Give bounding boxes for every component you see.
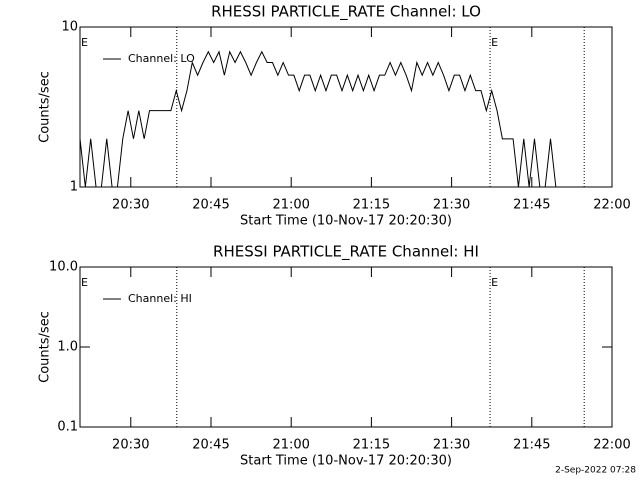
x-tick-label: 21:15 bbox=[353, 438, 390, 453]
series-line bbox=[79, 50, 557, 188]
y-tick-label: 1 bbox=[70, 180, 78, 195]
x-tick-label: 20:45 bbox=[192, 438, 229, 453]
y-tick-label: 0.1 bbox=[57, 420, 78, 435]
x-tick-label: 21:00 bbox=[272, 438, 309, 453]
x-tick-label: 20:45 bbox=[192, 198, 229, 213]
event-label: E bbox=[491, 276, 498, 289]
x-tick-label: 20:30 bbox=[112, 438, 149, 453]
x-tick-label: 21:15 bbox=[353, 198, 390, 213]
x-tick-label: 21:30 bbox=[433, 198, 470, 213]
event-label: E bbox=[491, 36, 498, 49]
y-tick-label: 1.0 bbox=[57, 340, 78, 355]
y-tick-label: 10.0 bbox=[49, 260, 78, 275]
plot-frame bbox=[79, 26, 613, 188]
y-axis-title: Counts/sec bbox=[38, 71, 53, 143]
y-tick-label: 10 bbox=[61, 20, 78, 35]
y-axis-title: Counts/sec bbox=[38, 311, 53, 383]
x-tick-label: 21:45 bbox=[513, 438, 550, 453]
x-tick-label: 21:45 bbox=[513, 198, 550, 213]
x-tick-label: 21:00 bbox=[272, 198, 309, 213]
x-axis-title: Start Time (10-Nov-17 20:20:30) bbox=[240, 454, 452, 469]
chart-title: RHESSI PARTICLE_RATE Channel: LO bbox=[211, 3, 481, 22]
event-label: E bbox=[81, 276, 88, 289]
x-tick-label: 22:00 bbox=[593, 438, 630, 453]
x-tick-label: 20:30 bbox=[112, 198, 149, 213]
legend-label: Channel: HI bbox=[128, 292, 192, 305]
x-tick-label: 21:30 bbox=[433, 438, 470, 453]
event-label: E bbox=[81, 36, 88, 49]
x-axis-title: Start Time (10-Nov-17 20:20:30) bbox=[240, 214, 452, 229]
x-tick-label: 22:00 bbox=[593, 198, 630, 213]
chart-title: RHESSI PARTICLE_RATE Channel: HI bbox=[213, 243, 479, 262]
legend-label: Channel: LO bbox=[128, 52, 195, 65]
timestamp: 2-Sep-2022 07:28 bbox=[555, 466, 636, 476]
plot-frame bbox=[79, 266, 613, 428]
